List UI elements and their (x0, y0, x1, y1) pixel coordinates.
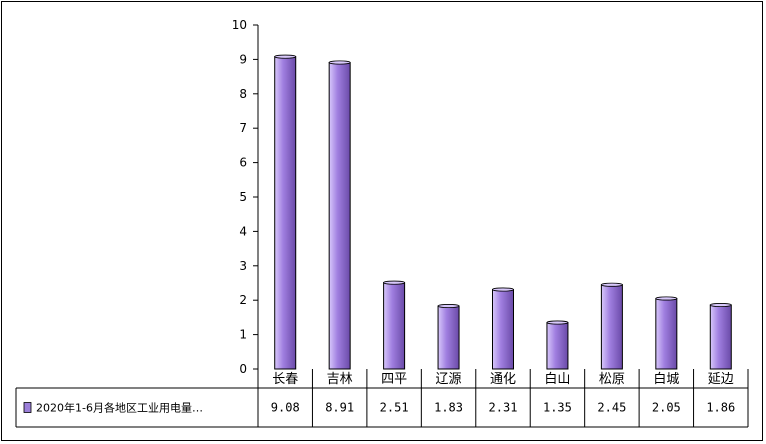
bar-top (437, 304, 460, 309)
bar-body (600, 284, 623, 370)
bar (600, 282, 623, 370)
data-label: 2.51 (380, 401, 409, 415)
x-tick-label: 延边 (708, 372, 734, 387)
y-tick-label: 6 (239, 156, 247, 170)
bar-body (328, 61, 351, 370)
x-tick-label: 长春 (272, 372, 298, 387)
x-tick-label: 通化 (490, 372, 516, 387)
y-tick-label: 4 (239, 224, 247, 238)
bar (709, 303, 732, 370)
x-tick-label: 松原 (599, 372, 625, 387)
y-tick-label: 1 (239, 328, 247, 342)
y-tick-label: 0 (239, 362, 247, 376)
x-tick-label: 白城 (653, 371, 679, 387)
bar (383, 280, 406, 370)
y-tick-label: 8 (239, 87, 247, 101)
bar-top (383, 280, 406, 285)
legend-label: 2020年1-6月各地区工业用电量… (36, 401, 203, 415)
x-tick-label: 白山 (544, 371, 570, 387)
bar (492, 287, 514, 370)
bar-body (437, 305, 460, 370)
bar (328, 60, 351, 370)
y-tick-label: 3 (239, 259, 247, 273)
bar-body (655, 297, 678, 370)
bar-body (546, 322, 569, 370)
bar-top (328, 60, 351, 65)
x-tick-label: 吉林 (327, 372, 353, 387)
y-tick-label: 7 (239, 121, 247, 135)
x-tick-label: 辽源 (436, 372, 462, 387)
bar-body (492, 289, 514, 370)
y-tick-label: 10 (232, 18, 247, 32)
bar-top (709, 303, 732, 308)
bar-body (709, 304, 732, 370)
data-label: 1.35 (543, 401, 572, 415)
bar-top (600, 282, 623, 287)
data-label: 2.45 (597, 401, 626, 415)
data-label: 2.31 (489, 401, 518, 415)
data-label: 1.83 (434, 401, 463, 415)
bar (274, 54, 297, 370)
legend-key (23, 402, 32, 413)
data-table: 长春 吉林 四平 辽源 通化 白山 松原 白城 延边 9.08 8.91 2.51 1.83 2.31 1.… (15, 369, 749, 428)
bar-body (383, 282, 406, 370)
bar (546, 320, 569, 370)
y-axis-ticks: 0 1 2 3 4 5 6 7 8 9 10 (232, 18, 258, 376)
y-tick-label: 2 (239, 293, 247, 307)
bar-top (546, 320, 569, 325)
bars (274, 54, 732, 370)
bar-top (492, 287, 514, 292)
data-label: 1.86 (706, 401, 735, 415)
data-label: 8.91 (325, 401, 354, 415)
bar-top (274, 54, 297, 59)
bar (437, 304, 460, 370)
bar-body (274, 56, 297, 370)
bar (655, 296, 678, 370)
y-tick-label: 9 (239, 52, 247, 66)
data-label: 2.05 (652, 401, 681, 415)
data-label: 9.08 (271, 401, 300, 415)
bar-top (655, 296, 678, 301)
x-tick-label: 四平 (381, 372, 407, 387)
y-tick-label: 5 (239, 190, 247, 204)
